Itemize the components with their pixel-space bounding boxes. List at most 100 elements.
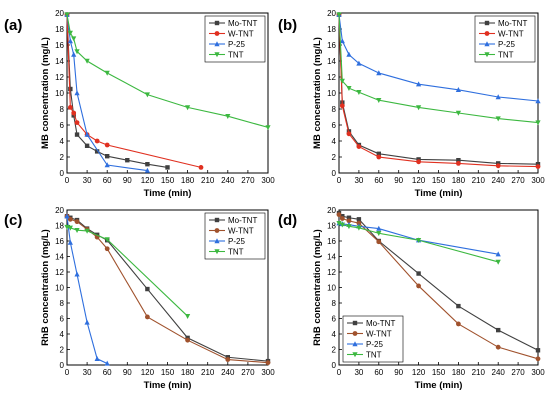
panel-label: (c) — [4, 212, 22, 229]
data-point-tnt — [84, 58, 90, 64]
y-tick-label: 4 — [332, 137, 337, 146]
x-tick-label: 180 — [181, 176, 195, 185]
data-point-w-tnt — [94, 138, 100, 144]
data-point-p-25 — [94, 356, 100, 361]
data-point-w-tnt — [145, 314, 150, 320]
y-tick-label: 14 — [327, 253, 336, 262]
data-point-mo-tnt — [376, 151, 381, 156]
y-tick-label: 4 — [60, 137, 65, 146]
data-point-w-tnt — [67, 105, 73, 110]
data-point-tnt — [339, 222, 345, 228]
data-point-tnt — [346, 86, 352, 91]
x-tick-label: 270 — [511, 368, 525, 377]
legend-label-p-25: P-25 — [366, 340, 383, 349]
data-point-tnt — [356, 90, 362, 95]
legend-marker-mo-tnt — [484, 20, 490, 26]
y-axis-label: RhB concentration (mg/L) — [40, 229, 51, 346]
legend-marker-tnt — [484, 52, 490, 58]
legend-marker-w-tnt — [484, 31, 490, 36]
data-point-tnt — [495, 259, 501, 265]
x-tick-label: 60 — [103, 176, 112, 185]
data-point-tnt — [144, 92, 150, 98]
data-point-mo-tnt — [346, 215, 352, 220]
legend-marker-p-25 — [214, 238, 220, 244]
data-point-mo-tnt — [94, 149, 100, 154]
x-tick-label: 150 — [432, 368, 446, 377]
data-point-tnt — [336, 12, 342, 18]
y-tick-label: 2 — [332, 346, 337, 355]
data-point-p-25 — [64, 213, 70, 219]
x-tick-label: 30 — [354, 368, 363, 377]
data-point-w-tnt — [71, 110, 77, 116]
data-point-tnt — [225, 114, 231, 119]
data-point-tnt — [336, 220, 342, 226]
legend-label-tnt: TNT — [228, 248, 244, 257]
data-point-w-tnt — [104, 142, 110, 148]
x-tick-label: 210 — [201, 176, 215, 185]
data-point-w-tnt — [495, 163, 501, 169]
x-tick-label: 120 — [141, 368, 155, 377]
data-point-p-25 — [84, 131, 90, 137]
data-point-mo-tnt — [416, 157, 421, 162]
data-point-mo-tnt — [456, 303, 461, 309]
data-point-p-25 — [455, 87, 461, 92]
data-point-w-tnt — [495, 344, 501, 350]
data-point-tnt — [346, 224, 352, 230]
x-tick-label: 30 — [83, 176, 92, 185]
x-tick-label: 300 — [531, 368, 545, 377]
legend-marker-tnt — [214, 52, 220, 58]
data-point-w-tnt — [339, 103, 345, 109]
data-point-w-tnt — [346, 131, 352, 137]
x-tick-label: 270 — [241, 176, 255, 185]
y-axis-label: MB concentration (mg/L) — [40, 37, 51, 149]
data-point-w-tnt — [265, 360, 271, 366]
y-tick-label: 16 — [327, 41, 336, 50]
data-point-mo-tnt — [145, 162, 150, 167]
legend-marker-w-tnt — [352, 331, 358, 336]
y-tick-label: 18 — [327, 222, 336, 231]
data-point-p-25 — [495, 251, 501, 257]
legend-marker-tnt — [214, 249, 220, 255]
legend-label-w-tnt: W-TNT — [366, 330, 392, 339]
y-tick-label: 6 — [332, 315, 337, 324]
x-tick-label: 0 — [65, 176, 70, 185]
legend-label-tnt: TNT — [498, 51, 514, 60]
data-point-p-25 — [104, 162, 110, 168]
y-tick-label: 2 — [60, 346, 65, 355]
x-tick-label: 150 — [432, 176, 446, 185]
x-tick-label: 300 — [261, 176, 275, 185]
legend-marker-w-tnt — [214, 31, 220, 36]
data-point-tnt — [185, 313, 191, 319]
data-point-tnt — [104, 70, 110, 76]
legend-label-p-25: P-25 — [228, 237, 245, 246]
panel-label: (a) — [4, 17, 22, 34]
y-tick-label: 18 — [55, 25, 64, 34]
legend-marker-mo-tnt — [214, 217, 220, 223]
data-point-mo-tnt — [165, 165, 170, 170]
x-tick-label: 210 — [472, 176, 486, 185]
x-tick-label: 0 — [337, 176, 342, 185]
x-tick-label: 90 — [123, 368, 132, 377]
y-tick-label: 6 — [60, 315, 65, 324]
data-point-p-25 — [67, 239, 73, 245]
data-point-mo-tnt — [356, 217, 362, 222]
y-tick-label: 14 — [55, 57, 64, 66]
y-tick-label: 0 — [60, 169, 65, 178]
data-point-mo-tnt — [535, 162, 541, 167]
x-tick-label: 240 — [492, 368, 506, 377]
data-point-mo-tnt — [74, 132, 80, 137]
y-tick-label: 0 — [60, 361, 65, 370]
y-tick-label: 10 — [327, 284, 336, 293]
x-axis-label: Time (min) — [415, 380, 463, 391]
data-point-w-tnt — [339, 216, 345, 221]
data-point-p-25 — [339, 38, 345, 44]
legend-marker-p-25 — [484, 41, 490, 47]
data-point-w-tnt — [456, 321, 461, 327]
data-point-p-25 — [74, 90, 80, 96]
x-tick-label: 210 — [201, 368, 215, 377]
data-point-tnt — [67, 30, 73, 36]
